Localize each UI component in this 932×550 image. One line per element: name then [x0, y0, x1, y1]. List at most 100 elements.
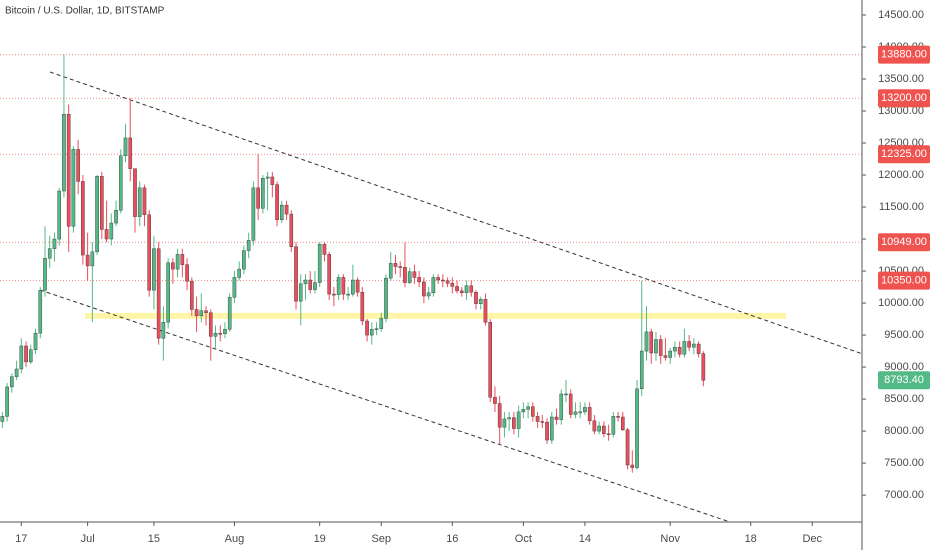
x-tick-label: 17 — [15, 533, 27, 545]
candle-body — [677, 347, 682, 355]
candle-body — [403, 267, 407, 283]
candle-body — [294, 246, 298, 302]
candle-body — [284, 204, 289, 215]
candle-body — [573, 411, 578, 415]
price-level-box — [878, 271, 930, 290]
candle-body — [630, 464, 635, 468]
price-level-box — [878, 45, 930, 64]
candle-body — [692, 343, 696, 348]
candle-body — [701, 353, 706, 381]
candle-body — [450, 283, 455, 287]
price-level-label: 10350.00 — [881, 275, 927, 287]
x-tick-label: 19 — [314, 533, 326, 545]
candle-body — [488, 322, 493, 398]
y-tick-label: 12000.00 — [878, 169, 924, 181]
candle-body — [540, 421, 545, 423]
candle-body — [611, 416, 616, 435]
candle-body — [431, 277, 436, 294]
candle-body — [227, 297, 232, 330]
candle-body — [194, 309, 199, 317]
candle-body — [583, 407, 587, 413]
candle-body — [118, 155, 123, 211]
candle-body — [175, 254, 180, 270]
candle-body — [635, 388, 639, 468]
candle-body — [322, 243, 327, 255]
x-tick-label: 15 — [148, 533, 160, 545]
candle-body — [208, 312, 213, 337]
candle-body — [308, 279, 313, 290]
trendlines — [39, 71, 881, 523]
candle-body — [549, 416, 554, 441]
candle-body — [24, 345, 28, 363]
candle-body — [336, 277, 341, 295]
candle-body — [649, 331, 654, 354]
candle-body — [218, 332, 223, 335]
candle-body — [445, 280, 450, 284]
candle-body — [346, 293, 350, 296]
x-tick-label: 16 — [446, 533, 458, 545]
candle-body — [379, 318, 384, 329]
y-tick-label: 8500.00 — [884, 393, 924, 405]
last-price-label: 8793.40 — [884, 374, 924, 386]
candle-body — [223, 329, 227, 334]
x-tick-label: Oct — [515, 533, 532, 545]
price-level-box — [878, 233, 930, 252]
candle-body — [455, 286, 459, 292]
candle-body — [90, 251, 95, 267]
y-tick-label: 10000.00 — [878, 297, 924, 309]
candle-body — [526, 406, 530, 410]
candle-body — [280, 204, 284, 221]
candle-body — [317, 243, 322, 283]
x-tick-label: 18 — [745, 533, 757, 545]
candle-body — [360, 291, 365, 322]
price-level-label: 13880.00 — [881, 49, 927, 61]
candle-body — [246, 240, 251, 251]
candle-body — [668, 350, 672, 358]
candle-body — [564, 393, 568, 396]
candle-body — [644, 331, 649, 352]
candle-body — [332, 293, 336, 296]
candle-body — [384, 277, 388, 319]
candle-body — [393, 263, 398, 267]
candle-body — [374, 328, 379, 330]
candle-body — [521, 409, 526, 413]
candle-body — [190, 281, 194, 310]
candle-body — [696, 343, 701, 354]
candle-body — [298, 283, 303, 302]
candle-body — [341, 277, 346, 295]
candle-body — [365, 320, 369, 336]
candle-body — [47, 248, 52, 259]
candle-body — [242, 250, 246, 270]
y-tick-label: 14500.00 — [878, 9, 924, 21]
candle-body — [109, 222, 114, 240]
candle-body — [687, 341, 691, 348]
candle-body — [85, 254, 90, 267]
candle-body — [95, 176, 99, 253]
candle-body — [251, 187, 256, 241]
candle-body — [171, 262, 175, 270]
candle-body — [33, 332, 38, 350]
candle-body — [464, 285, 469, 294]
candle-body — [14, 368, 19, 377]
candle-body — [355, 279, 360, 293]
y-tick-label: 9500.00 — [884, 329, 924, 341]
candle-body — [654, 339, 658, 354]
candle-body — [62, 114, 66, 192]
candle-body — [142, 187, 147, 215]
chart-title: Bitcoin / U.S. Dollar, 1D, BITSTAMP — [5, 6, 165, 17]
candle-body — [270, 176, 275, 185]
candle-body — [204, 310, 208, 313]
candle-body — [76, 149, 80, 182]
candle-body — [66, 114, 71, 227]
candle-body — [152, 248, 156, 291]
candle-body — [313, 282, 317, 290]
candle-body — [502, 418, 507, 428]
candle-body — [597, 425, 601, 432]
candle-body — [578, 411, 582, 414]
y-tick-label: 8000.00 — [884, 425, 924, 437]
candle-body — [625, 429, 630, 466]
x-tick-label: Dec — [802, 533, 822, 545]
candle-body — [412, 271, 417, 278]
